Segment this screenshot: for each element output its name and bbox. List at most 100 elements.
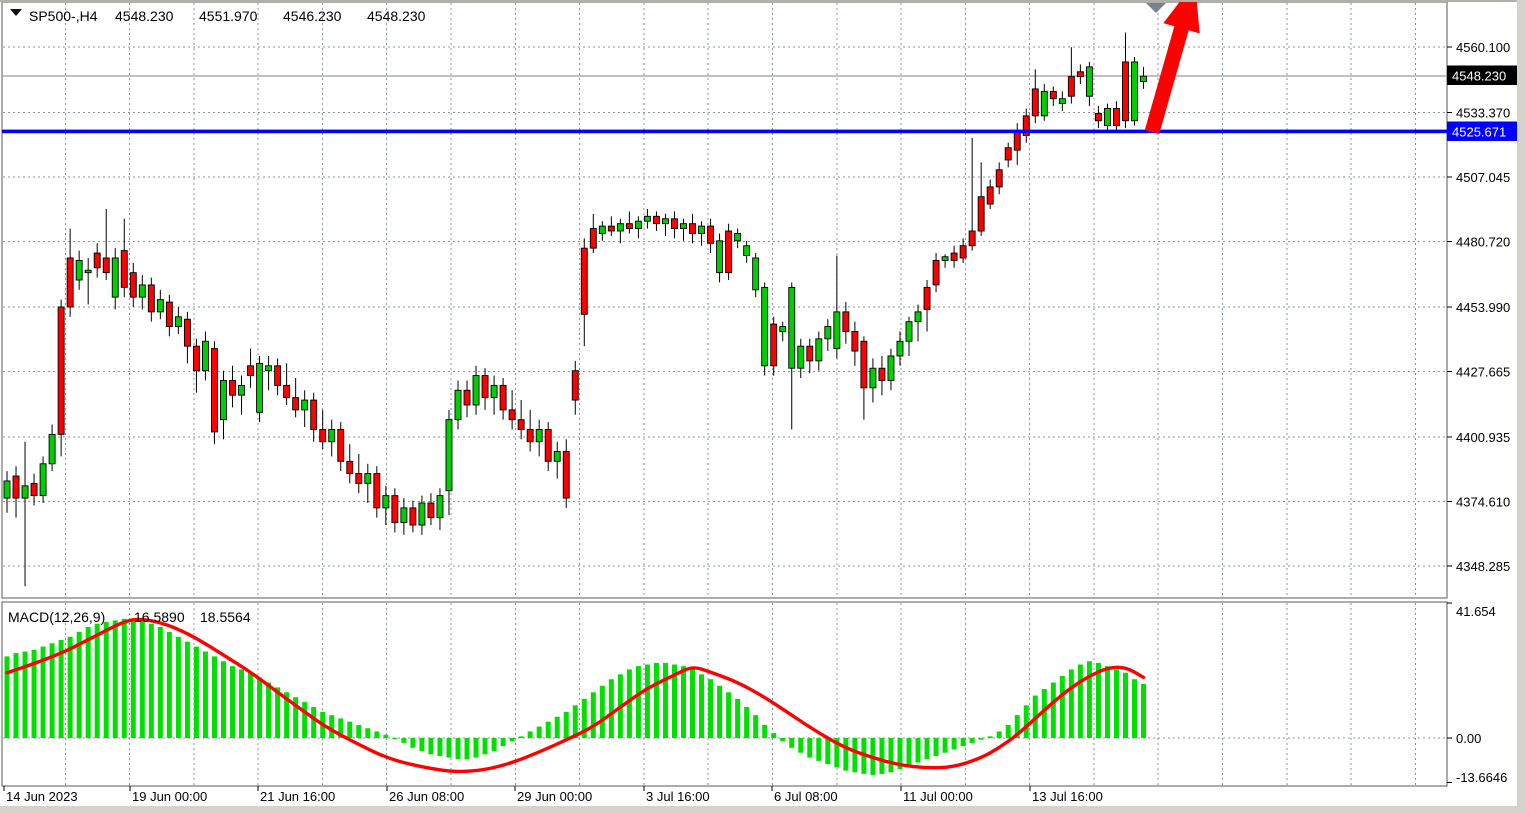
candle-body <box>174 316 182 328</box>
macd-histogram-bar <box>266 682 272 738</box>
macd-histogram-bar <box>311 706 317 738</box>
candle-body <box>625 223 633 230</box>
candle-body <box>220 380 227 421</box>
candle-body <box>743 245 751 256</box>
macd-histogram-bar <box>1086 661 1092 738</box>
candle-body <box>815 338 823 362</box>
time-axis-label: 13 Jul 16:00 <box>1032 789 1103 804</box>
price-axis-labels[interactable]: 4560.100 4533.370 4507.045 4480.720 4453.990… <box>1447 40 1510 574</box>
macd-histogram-bar <box>726 692 732 738</box>
macd-histogram-bar <box>960 738 966 747</box>
candle-body <box>120 250 128 288</box>
macd-histogram-bar <box>545 721 551 738</box>
price-axis-label: 4374.610 <box>1456 494 1510 509</box>
candle-body <box>247 365 254 377</box>
macd-histogram-bar <box>825 738 831 765</box>
macd-histogram-bar <box>572 705 578 738</box>
candle-body <box>797 345 805 369</box>
candle-body <box>589 228 597 249</box>
time-scale[interactable] <box>2 787 1517 805</box>
macd-histogram-bar <box>284 692 290 738</box>
macd-pane[interactable] <box>1 601 1448 787</box>
candle-body <box>147 284 155 313</box>
macd-histogram-bar <box>1005 724 1011 738</box>
macd-histogram-bar <box>184 641 190 738</box>
level-price-badge-text: 4525.671 <box>1452 125 1506 140</box>
macd-histogram-bar <box>1141 683 1147 738</box>
macd-histogram-bar <box>22 651 28 738</box>
header-close-value: 4548.230 <box>367 8 426 24</box>
macd-histogram-bar <box>4 656 10 738</box>
macd-histogram-bar <box>753 715 759 738</box>
macd-histogram-bar <box>1041 689 1047 738</box>
macd-histogram-bar <box>527 731 533 738</box>
candle-body <box>93 252 101 269</box>
candle-body <box>896 340 904 357</box>
price-axis-label: 4560.100 <box>1456 40 1510 55</box>
time-axis-label: 6 Jul 08:00 <box>774 789 838 804</box>
up-arrow-annotation[interactable] <box>1144 0 1200 134</box>
time-axis-label: 21 Jun 16:00 <box>260 789 335 804</box>
header-high-value: 4551.970 <box>199 8 258 24</box>
time-axis-labels[interactable]: 14 Jun 2023 19 Jun 00:00 21 Jun 16:00 26 Ju… <box>3 786 1103 804</box>
candle-body <box>138 284 146 298</box>
macd-axis-labels[interactable]: 41.654 0.00 -13.6646 <box>1447 602 1507 785</box>
candle-body <box>1122 61 1129 122</box>
gridlines <box>3 3 1446 785</box>
candle-body <box>472 375 480 406</box>
macd-histogram-bar <box>473 738 479 758</box>
symbol-dropdown-icon[interactable] <box>10 9 22 16</box>
time-axis-label: 29 Jun 00:00 <box>517 789 592 804</box>
macd-histogram-bar <box>780 738 786 742</box>
candle-body <box>932 259 940 286</box>
candle-body <box>824 326 832 340</box>
macd-histogram-bar <box>1122 672 1128 738</box>
price-axis-label: 4427.665 <box>1456 364 1510 379</box>
macd-histogram-bar <box>590 692 596 738</box>
price-axis-label: 4507.045 <box>1456 170 1510 185</box>
candle-body <box>310 399 318 430</box>
candle-body <box>84 269 92 274</box>
candle-body <box>346 460 354 475</box>
candle-body <box>580 247 588 315</box>
macd-histogram-bar <box>563 711 569 738</box>
macd-histogram-bar <box>275 687 281 738</box>
candle-body <box>445 419 453 492</box>
macd-histogram-bar <box>536 726 542 738</box>
macd-histogram-bar <box>807 738 813 758</box>
macd-histogram-bar <box>401 738 407 743</box>
candle-body <box>48 433 56 465</box>
candle-body <box>1022 115 1030 136</box>
macd-histogram-bar <box>690 669 696 738</box>
candle-body <box>256 362 264 413</box>
candle-body <box>752 257 760 291</box>
candle-body <box>842 311 850 332</box>
candle-body <box>201 340 209 372</box>
macd-histogram-bar <box>257 677 263 738</box>
candle-body <box>671 218 678 230</box>
candle-body <box>229 380 236 396</box>
macd-histogram-bar <box>446 738 452 758</box>
macd-signal-value-label: 18.5564 <box>200 609 251 625</box>
macd-histogram-bar <box>392 738 398 739</box>
macd-histogram-bar <box>166 631 172 738</box>
candle-body <box>337 429 345 462</box>
candle-body <box>662 218 669 225</box>
candle-body <box>652 215 660 225</box>
candle-body <box>968 230 976 247</box>
macd-histogram-bar <box>175 636 181 738</box>
macd-histogram-bar <box>996 731 1002 738</box>
candle-body <box>995 169 1003 188</box>
candlestick-series <box>3 32 1147 587</box>
macd-histogram-bar <box>653 662 659 738</box>
macd-histogram-bar <box>951 738 957 750</box>
candle-body <box>680 223 687 230</box>
support-line[interactable] <box>2 129 1447 134</box>
macd-histogram-bar <box>1113 669 1119 738</box>
candle-body <box>192 345 200 372</box>
candle-body <box>427 502 435 519</box>
candle-body <box>734 233 742 242</box>
price-axis-label: 4453.990 <box>1456 300 1510 315</box>
macd-histogram-bar <box>1104 666 1110 738</box>
